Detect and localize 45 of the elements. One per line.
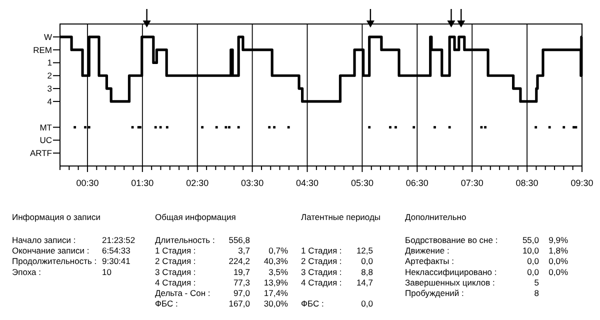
text: ФБС : 0,0 <box>301 298 373 309</box>
x-tick-label: 06:30 <box>406 178 428 188</box>
text: Бодрствование во сне : 55,0 9,9% <box>405 235 568 245</box>
x-tick-label: 07:30 <box>460 178 484 188</box>
text: Длительность : 556,8 <box>155 235 250 245</box>
text: 1 Стадия : 12,5 <box>301 246 373 256</box>
y-tick-label: 3 <box>47 84 52 94</box>
text: Общая информация <box>155 212 236 222</box>
text: Дополнительно <box>405 212 466 222</box>
text: 2 Стадия : 0,0 <box>301 256 373 266</box>
x-tick-label: 02:30 <box>186 178 209 188</box>
y-tick-label: W <box>44 32 52 42</box>
y-tick-label: MT <box>40 122 52 132</box>
text: 4 Стадия : 77,3 13,9% <box>155 277 288 288</box>
y-tick-label: 1 <box>47 58 52 68</box>
x-tick-label: 00:30 <box>76 178 99 188</box>
text: Окончание записи : 6:54:33 <box>12 246 130 256</box>
x-tick-label: 08:30 <box>516 178 538 188</box>
x-tick-label: 03:30 <box>241 178 264 188</box>
text: Эпоха : 10 <box>12 266 112 277</box>
text: Пробуждений : 8 <box>405 288 539 298</box>
text: 3 Стадия : 8,8 <box>301 266 373 277</box>
text: 4 Стадия : 14,7 <box>301 277 373 288</box>
text: Артефакты : 0,0 0,0% <box>405 256 568 266</box>
text: Продолжительность : 9:30:41 <box>12 256 131 266</box>
text: ФБС : 167,0 30,0% <box>155 298 288 309</box>
y-tick-label: ARTF <box>30 148 52 158</box>
x-tick-label: 05:30 <box>350 178 374 188</box>
text: Информация о записи <box>12 212 101 222</box>
y-tick-label: 4 <box>47 96 52 106</box>
text: 1 Стадия : 3,7 0,7% <box>155 246 288 256</box>
x-tick-label: 04:30 <box>296 178 319 188</box>
y-tick-label: 2 <box>47 70 52 81</box>
x-tick-label: 01:30 <box>131 178 154 188</box>
text: Латентные периоды <box>301 212 381 222</box>
text: Дельта - Сон : 97,0 17,4% <box>155 288 288 298</box>
y-tick-label: UC <box>40 135 52 146</box>
text: Завершенных циклов : 5 <box>405 277 539 288</box>
text: 2 Стадия : 224,2 40,3% <box>155 256 288 266</box>
text: Движение : 10,0 1,8% <box>405 246 568 256</box>
y-tick-label: REM <box>33 44 52 55</box>
text: Начало записи : 21:23:52 <box>12 235 136 245</box>
x-tick-label: 09:30 <box>570 178 594 188</box>
text: 3 Стадия : 19,7 3,5% <box>155 266 288 277</box>
text: Неклассифицировано : 0,0 0,0% <box>405 266 568 277</box>
